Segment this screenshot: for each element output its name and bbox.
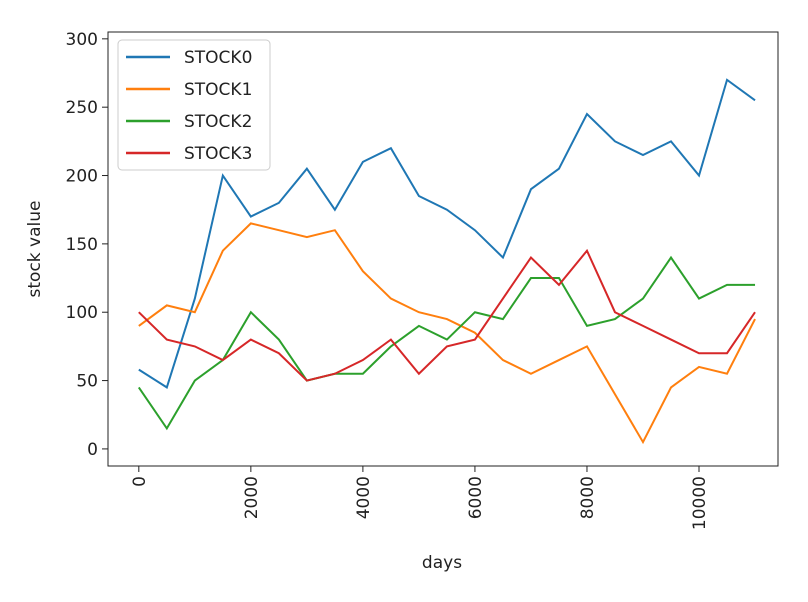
series-line <box>138 222 756 445</box>
legend-box <box>117 39 271 171</box>
series-line <box>137 255 756 431</box>
y-tick-label: 300 <box>66 30 98 50</box>
series-line <box>138 248 756 382</box>
y-axis-label: stock value <box>25 201 45 298</box>
y-tick-label: 0 <box>87 440 98 460</box>
x-axis-label: days <box>422 553 462 573</box>
y-tick-label: 200 <box>66 167 98 187</box>
x-tick-label: 8000 <box>578 476 598 519</box>
y-tick-label: 250 <box>66 98 98 118</box>
series-line <box>138 78 756 389</box>
plot-frame <box>107 31 779 467</box>
x-tick-label: 0 <box>130 476 150 487</box>
y-tick-label: 100 <box>66 303 98 323</box>
x-tick-label: 10000 <box>690 476 710 530</box>
y-tick-label: 50 <box>76 372 98 392</box>
legend: STOCK0 STOCK1 STOCK2 STOCK3 <box>117 39 271 171</box>
y-tick-label: 150 <box>66 235 98 255</box>
legend-label: STOCK1 <box>184 80 252 100</box>
x-tick-label: 2000 <box>242 476 262 519</box>
legend-label: STOCK3 <box>184 144 252 164</box>
legend-label: STOCK0 <box>184 48 252 68</box>
legend-label: STOCK2 <box>184 112 252 132</box>
x-tick-label: 4000 <box>354 476 374 519</box>
x-tick-label: 6000 <box>466 476 486 519</box>
